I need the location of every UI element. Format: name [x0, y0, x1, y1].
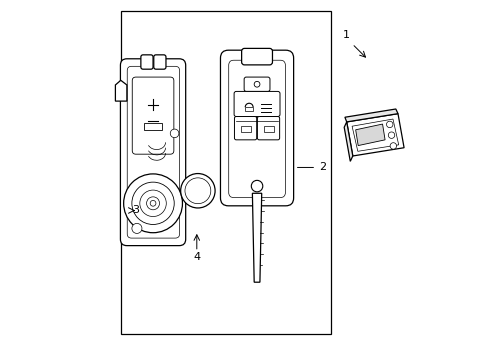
FancyBboxPatch shape	[234, 91, 280, 117]
Circle shape	[254, 81, 260, 87]
FancyBboxPatch shape	[241, 48, 272, 65]
Text: 3: 3	[132, 206, 139, 216]
Circle shape	[180, 174, 215, 208]
FancyBboxPatch shape	[257, 117, 279, 140]
Bar	[263, 126, 273, 132]
Circle shape	[150, 201, 156, 206]
Bar	[144, 123, 162, 130]
Circle shape	[251, 180, 262, 192]
Polygon shape	[344, 109, 397, 122]
Polygon shape	[115, 80, 126, 101]
FancyBboxPatch shape	[141, 55, 153, 69]
FancyBboxPatch shape	[120, 59, 185, 246]
Circle shape	[386, 121, 392, 128]
Circle shape	[146, 197, 159, 210]
Text: 2: 2	[319, 162, 325, 172]
Circle shape	[170, 129, 179, 138]
Polygon shape	[346, 114, 403, 156]
Polygon shape	[344, 122, 352, 161]
FancyBboxPatch shape	[153, 55, 165, 69]
Bar	[240, 126, 250, 132]
Circle shape	[132, 224, 142, 233]
Polygon shape	[355, 124, 384, 145]
Polygon shape	[252, 193, 261, 282]
Circle shape	[123, 174, 182, 233]
Text: 1: 1	[343, 31, 349, 40]
FancyBboxPatch shape	[234, 117, 256, 140]
Bar	[244, 107, 253, 111]
Circle shape	[387, 132, 394, 138]
Circle shape	[389, 143, 396, 149]
Circle shape	[132, 182, 174, 225]
Circle shape	[140, 190, 166, 217]
Text: 4: 4	[193, 252, 200, 262]
Bar	[121, 12, 330, 334]
FancyBboxPatch shape	[244, 77, 269, 91]
FancyBboxPatch shape	[220, 50, 293, 206]
FancyBboxPatch shape	[132, 77, 174, 154]
